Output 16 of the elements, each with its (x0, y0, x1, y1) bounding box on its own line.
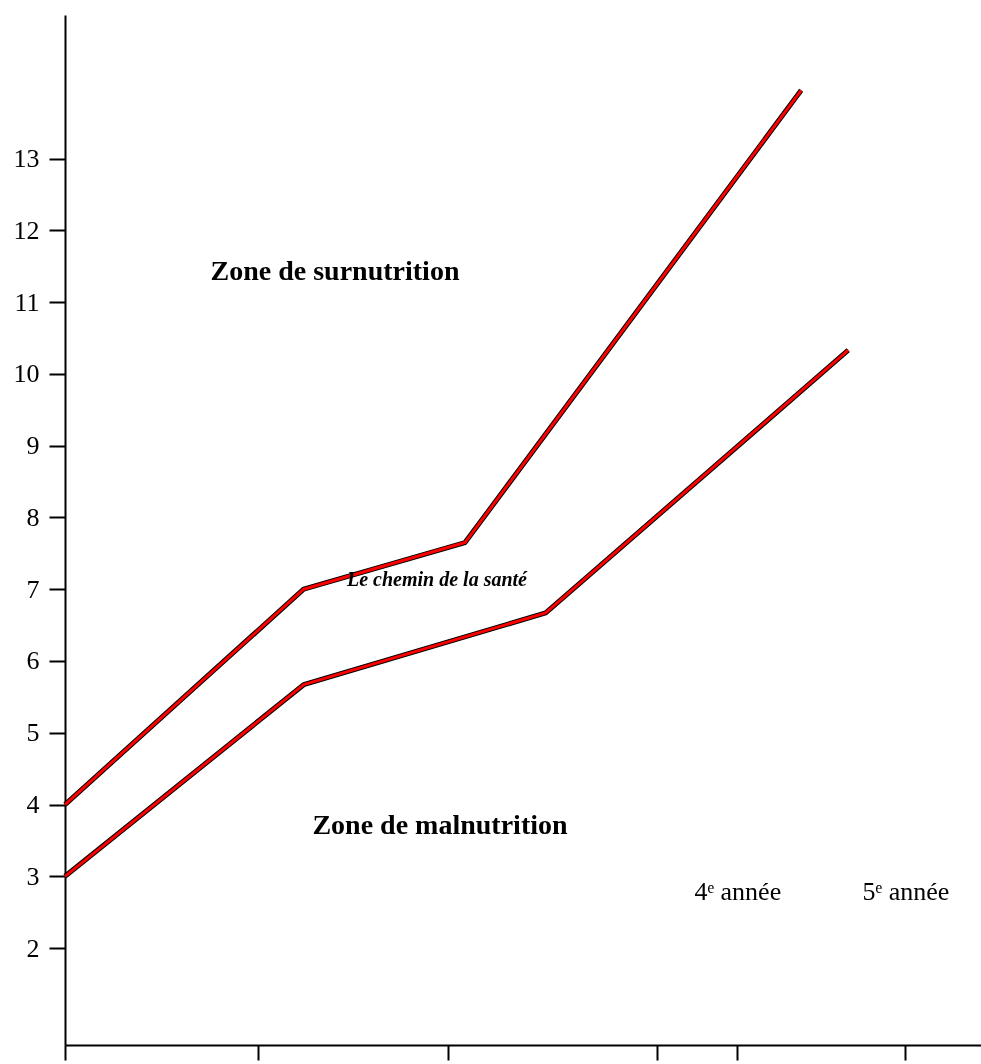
y-tick-label: 10 (13, 359, 40, 389)
y-tick-label: 3 (26, 861, 40, 891)
y-tick-label: 13 (13, 144, 40, 174)
y-tick-label: 11 (14, 287, 40, 317)
x-tick-label: 4ᵉ année (694, 876, 782, 906)
y-tick-label: 8 (26, 502, 40, 532)
y-tick-label: 6 (26, 646, 40, 676)
y-tick-label: 9 (26, 431, 40, 461)
x-tick-label: 5ᵉ année (862, 876, 950, 906)
annotation: Zone de surnutrition (210, 255, 460, 286)
annotation: Zone de malnutrition (312, 809, 568, 840)
y-tick-label: 4 (26, 790, 40, 820)
y-tick-label: 7 (26, 574, 40, 604)
y-tick-label: 2 (26, 933, 40, 963)
y-tick-label: 5 (26, 718, 40, 748)
y-tick-label: 12 (13, 215, 40, 245)
